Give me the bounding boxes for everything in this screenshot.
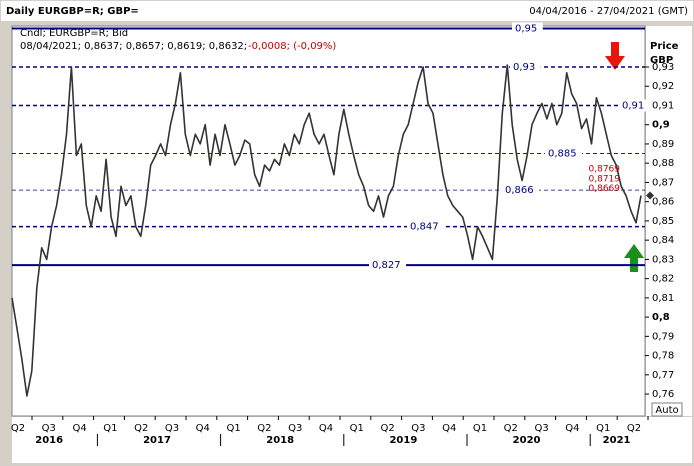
quarter-label: Q1 [103,423,117,434]
y-tick-label: 0,78 [652,351,674,362]
y-tick-label: 0,91 [652,100,674,111]
level-label: 0,93 [513,62,535,73]
y-axis-label: Price [650,41,679,52]
y-tick-label: 0,85 [652,216,674,227]
quarter-label: Q1 [596,423,610,434]
y-tick-label: 0,88 [652,158,674,169]
y-tick-label: 0,79 [652,331,674,342]
quarter-label: Q3 [534,423,548,434]
quarter-label: Q2 [134,423,148,434]
quarter-label: Q2 [627,423,641,434]
quarter-label: Q4 [442,423,456,434]
quarter-label: Q3 [288,423,302,434]
axis-area [646,26,692,416]
quarter-label: Q1 [226,423,240,434]
last-price-marker [646,191,654,200]
quarter-label: Q4 [196,423,210,434]
quarter-label: Q2 [257,423,271,434]
year-label: 2021 [603,435,631,446]
down-arrow [605,42,625,70]
year-label: 2017 [143,435,171,446]
year-label: 2016 [35,435,63,446]
level-label-bg [619,99,650,112]
quarter-label: Q4 [319,423,333,434]
level-label: 0,95 [515,24,537,35]
info-line: 08/04/2021; 0,8637; 0,8657; 0,8619; 0,86… [20,41,247,52]
price-line [11,64,642,397]
y-tick-label: 0,76 [652,389,674,400]
level-label: 0,866 [505,185,534,196]
quarter-label: Q1 [473,423,487,434]
level-label-bg [545,147,582,160]
up-arrow [624,244,644,272]
level-label-bg [369,259,406,272]
scale-button[interactable] [651,402,683,417]
year-label: 2020 [513,435,541,446]
price-mark-label: 0,8769 [589,165,621,175]
y-tick-label: 0,93 [652,62,674,73]
year-label: 2018 [266,435,294,446]
date-range: 04/04/2016 - 27/04/2021 (GMT) [529,6,688,17]
title: Daily EURGBP=R; GBP= [6,6,139,17]
level-label-bg [502,184,539,197]
quarter-label: Q2 [380,423,394,434]
time-axis-area [12,417,692,463]
y-tick-label: 0,81 [652,293,674,304]
level-label: 0,827 [372,260,401,271]
y-tick-label: 0,89 [652,139,674,150]
level-label: 0,885 [548,149,577,160]
y-tick-label: 0,77 [652,370,674,381]
y-tick-label: 0,83 [652,254,674,265]
plot-area [11,25,646,417]
quarter-label: Q3 [165,423,179,434]
price-mark-label: 0,8719 [589,174,621,184]
quarter-label: Q2 [504,423,518,434]
level-label: 0,91 [622,100,644,111]
legend-title: Cndl; EURGBP=R; Bid [20,28,128,39]
quarter-label: Q2 [11,423,25,434]
y-tick-label: 0,82 [652,274,674,285]
scale-button-label[interactable]: Auto [655,405,678,416]
y-axis-unit: GBP [650,55,673,66]
price-mark-label: 0,8669 [589,184,621,194]
quarter-label: Q3 [411,423,425,434]
level-label-bg [510,60,541,73]
header [1,1,693,21]
y-tick-label: 0,92 [652,81,674,92]
year-label: 2019 [389,435,417,446]
y-tick-label: 0,84 [652,235,674,246]
y-tick-label: 0,9 [652,120,670,131]
y-tick-label: 0,8 [652,312,670,323]
level-label-bg [512,22,543,35]
quarter-label: Q4 [72,423,86,434]
quarter-label: Q4 [565,423,579,434]
info-change: -0,0008; (-0,09%) [248,41,336,52]
quarter-label: Q3 [42,423,56,434]
y-tick-label: 0,87 [652,177,674,188]
y-tick-label: 0,86 [652,197,674,208]
level-label-bg [407,220,444,233]
quarter-label: Q1 [350,423,364,434]
level-label: 0,847 [410,222,439,233]
